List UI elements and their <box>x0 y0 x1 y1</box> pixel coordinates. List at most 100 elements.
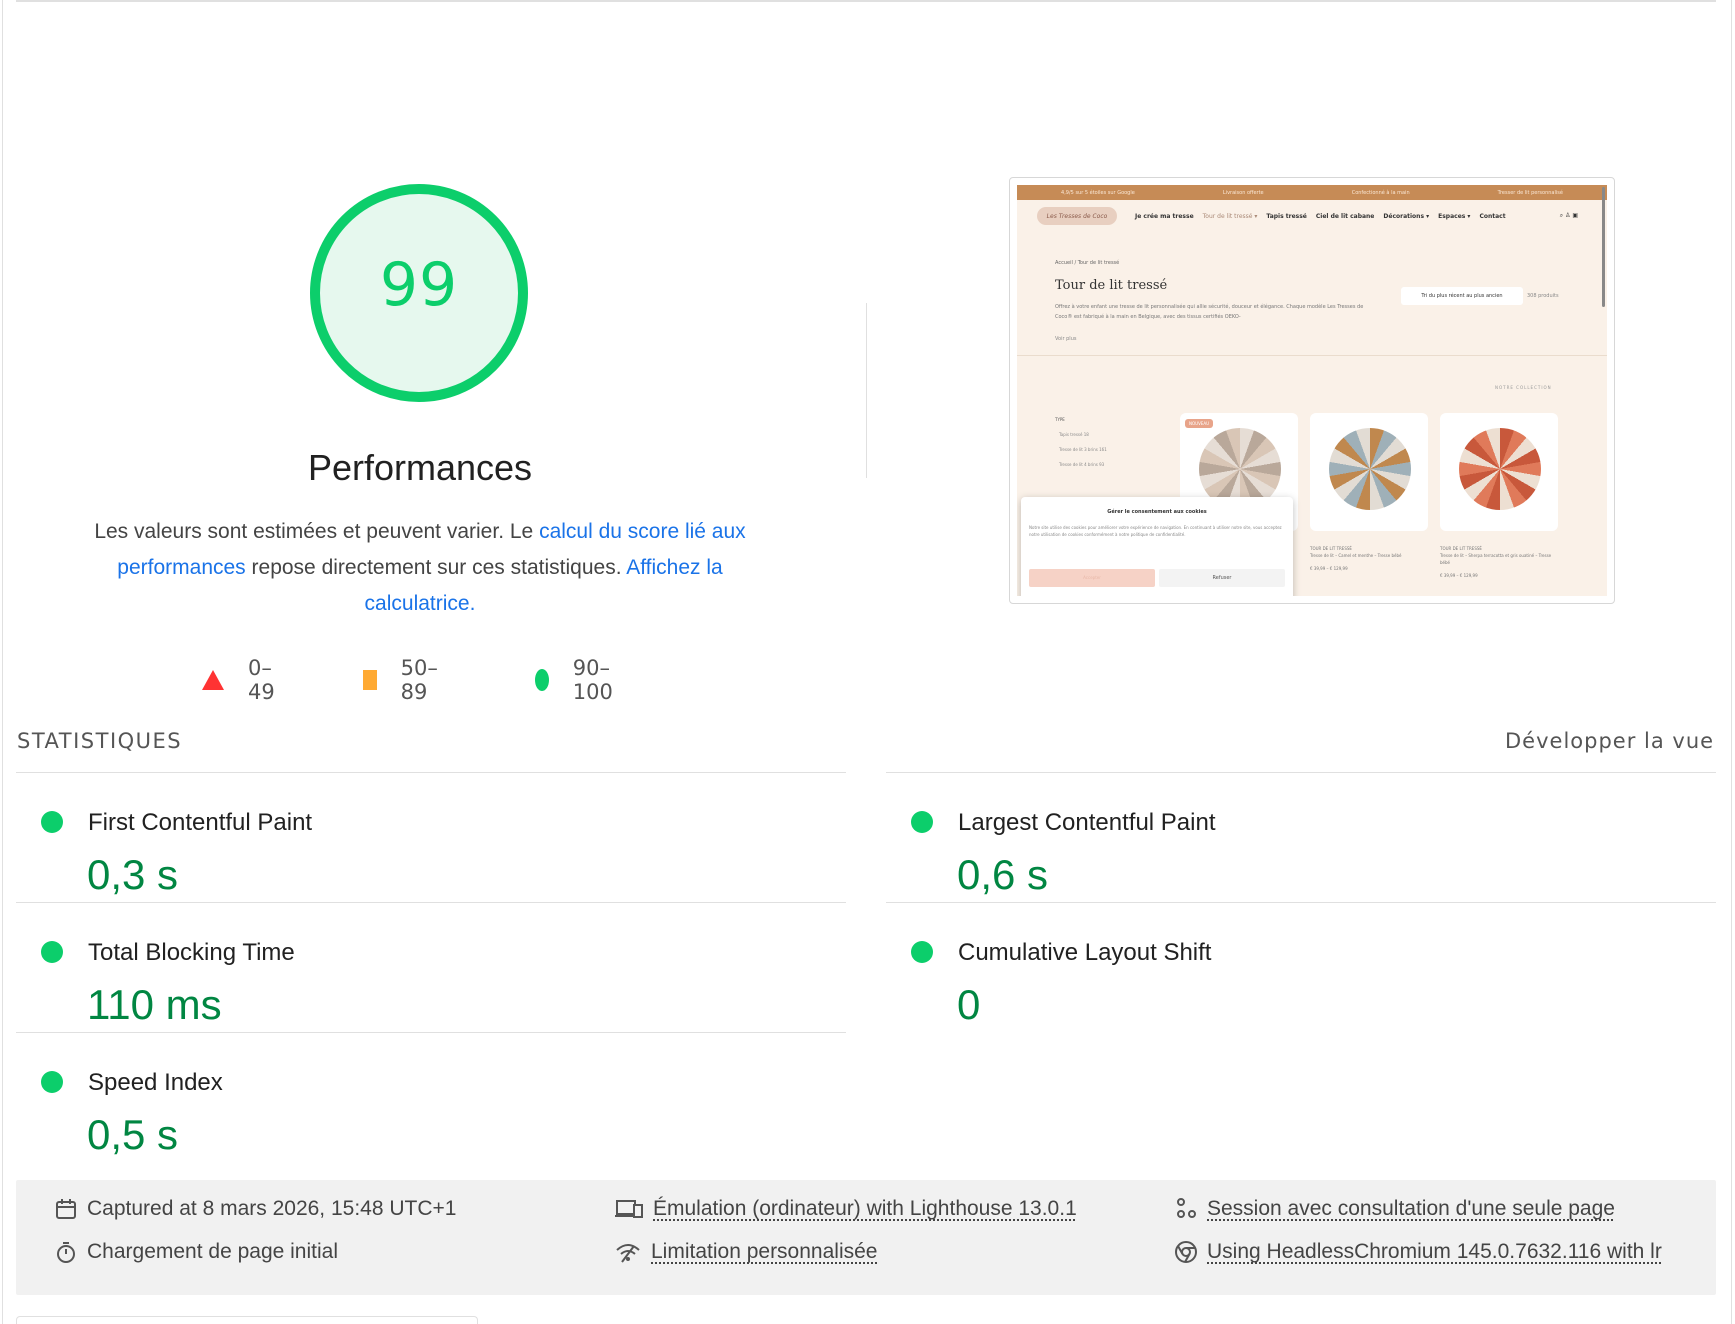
cookie-title: Gérer le consentement aux cookies <box>1107 509 1207 515</box>
devices-icon <box>615 1200 643 1218</box>
score-description: Les valeurs sont estimées et peuvent var… <box>90 514 750 622</box>
metric-label: Total Blocking Time <box>88 939 295 966</box>
browser-link[interactable]: Using HeadlessChromium 145.0.7632.116 wi… <box>1207 1240 1662 1263</box>
pass-status-icon <box>911 941 933 963</box>
cookie-refuse: Refuser <box>1159 569 1285 587</box>
screenshot-scrollbar <box>1602 187 1605 307</box>
gauge-arc <box>310 184 528 402</box>
legend-average: 50–89 <box>363 656 444 704</box>
metric-label: Speed Index <box>88 1069 223 1096</box>
metric-value: 0 <box>957 981 981 1028</box>
product-price: € 39,99 – € 129,99 <box>1310 566 1348 571</box>
metric-largest-contentful-paint: Largest Contentful Paint 0,6 s <box>886 783 1716 913</box>
topbar-text: Tresser de lit personnalisé <box>1497 189 1563 196</box>
cookie-banner: Gérer le consentement aux cookies Notre … <box>1021 497 1293 596</box>
captured-at: Captured at 8 mars 2026, 15:48 UTC+1 <box>54 1197 456 1221</box>
final-screenshot[interactable]: 4,9/5 sur 5 étoiles sur Google Livraison… <box>1009 177 1615 604</box>
next-section-edge <box>16 1316 478 1324</box>
product-category: TOUR DE LIT TRESSÉ <box>1310 546 1352 551</box>
site-nav: Les Tresses de Coco Je crée ma tresse To… <box>1017 200 1607 232</box>
score-value: 99 <box>379 250 459 320</box>
score-gauge <box>310 184 528 402</box>
orange-square-icon <box>363 670 377 690</box>
site-filter-title: TYPE <box>1055 417 1065 422</box>
captured-at-text: Captured at 8 mars 2026, 15:48 UTC+1 <box>87 1197 457 1220</box>
metric-cumulative-layout-shift: Cumulative Layout Shift 0 <box>886 913 1716 1043</box>
legend-label: 90–100 <box>572 656 613 704</box>
site-filter: Tapis tressé 18 <box>1059 432 1089 437</box>
chrome-icon <box>1175 1241 1197 1263</box>
legend-fail: 0–49 <box>202 656 275 704</box>
topbar-text: Livraison offerte <box>1222 189 1264 196</box>
metric-label: First Contentful Paint <box>88 809 313 836</box>
site-nav-item: Je crée ma tresse <box>1135 212 1194 220</box>
green-circle-icon <box>535 669 549 691</box>
site-heading: Tour de lit tressé <box>1055 278 1168 293</box>
network-throttle-icon <box>616 1244 640 1263</box>
site-more-link: Voir plus <box>1055 336 1077 342</box>
legend-label: 0–49 <box>248 656 275 704</box>
site-intro: Offrez à votre enfant une tresse de lit … <box>1055 304 1364 320</box>
pass-status-icon <box>41 1071 63 1093</box>
metric-first-contentful-paint: First Contentful Paint 0,3 s <box>16 783 846 913</box>
braid-image <box>1459 428 1541 510</box>
braid-image <box>1329 428 1411 510</box>
site-breadcrumb: Accueil / Tour de lit tressé <box>1055 260 1120 266</box>
session[interactable]: Session avec consultation d'une seule pa… <box>1174 1197 1615 1221</box>
product-name: Tresse de lit – Sherpa terracotta et gri… <box>1440 553 1552 565</box>
product-card <box>1310 413 1428 531</box>
site-header-icons: ⌕ ♙ ▣ <box>1559 212 1578 219</box>
site-filter: Tresse de lit 4 brins 93 <box>1059 462 1105 467</box>
screenshot-page: 4,9/5 sur 5 étoiles sur Google Livraison… <box>1017 185 1607 596</box>
new-badge: NOUVEAU <box>1185 419 1213 428</box>
site-nav-item: Espaces ▾ <box>1438 212 1471 220</box>
site-topbar: 4,9/5 sur 5 étoiles sur Google Livraison… <box>1017 185 1607 200</box>
metric-divider <box>16 902 846 903</box>
score-calculation-link[interactable]: calcul du score lié aux performances <box>117 520 746 579</box>
legend-label: 50–89 <box>400 656 438 704</box>
browser[interactable]: Using HeadlessChromium 145.0.7632.116 wi… <box>1174 1240 1662 1264</box>
site-nav-item: Tour de lit tressé ▾ <box>1202 212 1258 220</box>
top-divider <box>16 0 1716 2</box>
site-sort: Tri du plus récent au plus ancien <box>1401 287 1523 305</box>
session-icon <box>1177 1198 1196 1218</box>
runtime-settings: Captured at 8 mars 2026, 15:48 UTC+1 Cha… <box>16 1180 1716 1295</box>
throttling-link[interactable]: Limitation personnalisée <box>651 1240 878 1263</box>
braid-image <box>1199 428 1281 510</box>
site-nav-item: Tapis tressé <box>1266 212 1307 220</box>
metric-label: Cumulative Layout Shift <box>958 939 1212 966</box>
cookie-text: Notre site utilise des cookies pour amél… <box>1029 525 1282 537</box>
cookie-accept-label: Accepter <box>1083 575 1101 580</box>
load-type-text: Chargement de page initial <box>87 1240 338 1263</box>
emulation[interactable]: Émulation (ordinateur) with Lighthouse 1… <box>614 1197 1077 1221</box>
metric-divider <box>886 902 1716 903</box>
emulation-link[interactable]: Émulation (ordinateur) with Lighthouse 1… <box>653 1197 1077 1220</box>
site-count: 308 produits <box>1527 293 1559 299</box>
description-text: Les valeurs sont estimées et peuvent var… <box>94 520 540 543</box>
product-caption: TOUR DE LIT TRESSÉ Tresse de lit – Sherp… <box>1440 545 1558 579</box>
pass-status-icon <box>41 811 63 833</box>
stopwatch-icon <box>57 1242 75 1263</box>
topbar-text: Confectionné à la main <box>1351 189 1410 196</box>
site-filter: Tresse de lit 3 brins 161 <box>1059 447 1107 452</box>
pass-status-icon <box>41 941 63 963</box>
vertical-divider <box>866 303 867 478</box>
product-caption: TOUR DE LIT TRESSÉ Tresse de lit – Camel… <box>1310 545 1428 572</box>
metric-label: Largest Contentful Paint <box>958 809 1216 836</box>
metric-value: 0,5 s <box>87 1111 179 1158</box>
product-category: TOUR DE LIT TRESSÉ <box>1440 546 1482 551</box>
red-triangle-icon <box>202 670 224 690</box>
site-logo: Les Tresses de Coco <box>1037 207 1117 225</box>
session-link[interactable]: Session avec consultation d'une seule pa… <box>1207 1197 1615 1220</box>
expand-view-toggle[interactable]: Développer la vue <box>1505 729 1715 753</box>
metrics-title: STATISTIQUES <box>17 729 183 753</box>
calculator-link[interactable]: Affichez la calculatrice. <box>364 556 723 615</box>
metric-value: 0,3 s <box>87 851 179 898</box>
load-type: Chargement de page initial <box>54 1240 338 1264</box>
topbar-text: 4,9/5 sur 5 étoiles sur Google <box>1061 189 1135 196</box>
throttling[interactable]: Limitation personnalisée <box>614 1240 877 1264</box>
site-nav-item: Contact <box>1479 212 1506 220</box>
site-divider <box>1017 355 1607 356</box>
pass-status-icon <box>911 811 933 833</box>
